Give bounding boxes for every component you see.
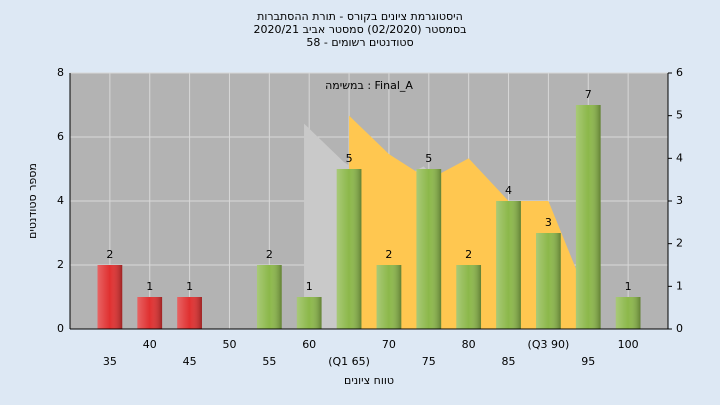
bar-shade <box>256 265 282 329</box>
y2-tick-label: 6 <box>676 66 683 79</box>
bar-shade <box>137 297 163 329</box>
value-label: 4 <box>505 184 512 197</box>
value-label: 3 <box>545 216 552 229</box>
value-label: 2 <box>465 248 472 261</box>
chart-title: היסטוגרמת ציונים בקורס - תורת ההסתברות <box>257 10 463 23</box>
y-tick-label: 0 <box>57 322 64 335</box>
y2-tick-label: 4 <box>676 151 683 164</box>
x-tick-label: (Q3 90) <box>528 338 570 351</box>
x-tick-label: 40 <box>143 338 157 351</box>
value-label: 2 <box>266 248 273 261</box>
y-tick-label: 4 <box>57 194 64 207</box>
x-tick-label: 95 <box>581 355 595 368</box>
value-label: 1 <box>186 280 193 293</box>
bar-shade <box>496 201 521 329</box>
chart-subtitle: בסמסטר (02/2020) סמסטר אביב 2020/21 <box>253 23 466 36</box>
x-tick-label: 35 <box>103 355 117 368</box>
x-tick-label: 85 <box>502 355 516 368</box>
annotation: במשימה : Final_A <box>325 79 413 92</box>
value-label: 5 <box>346 152 353 165</box>
bar-shade <box>177 297 202 329</box>
value-label: 1 <box>306 280 313 293</box>
y2-tick-label: 3 <box>676 194 683 207</box>
bar-shade <box>536 233 561 329</box>
bar-shade <box>296 297 322 329</box>
x-tick-label: 100 <box>618 338 639 351</box>
x-tick-label: 45 <box>183 355 197 368</box>
x-tick-label: 75 <box>422 355 436 368</box>
x-tick-label: 50 <box>222 338 236 351</box>
chart-subtitle: סטודנטים רשומים - 58 <box>306 36 413 49</box>
y-tick-label: 6 <box>57 130 64 143</box>
area <box>349 115 589 330</box>
bar-shade <box>456 265 482 329</box>
x-tick-label: 55 <box>262 355 276 368</box>
y2-tick-label: 1 <box>676 279 683 292</box>
value-label: 1 <box>625 280 632 293</box>
value-label: 7 <box>585 88 592 101</box>
x-tick-label: 60 <box>302 338 316 351</box>
y2-tick-label: 2 <box>676 237 683 250</box>
value-label: 1 <box>146 280 153 293</box>
x-tick-label: 70 <box>382 338 396 351</box>
y2-tick-label: 0 <box>676 322 683 335</box>
value-label: 2 <box>385 248 392 261</box>
x-axis-label: טווח ציונים <box>344 374 394 387</box>
value-label: 2 <box>106 248 113 261</box>
y2-tick-label: 5 <box>676 109 683 122</box>
bar-shade <box>416 169 442 329</box>
y-axis-label: מספר סטודנטים <box>26 163 39 239</box>
y-tick-label: 8 <box>57 66 64 79</box>
x-tick-label: (Q1 65) <box>328 355 370 368</box>
value-label: 5 <box>425 152 432 165</box>
y-tick-label: 2 <box>57 258 64 271</box>
bar-shade <box>376 265 402 329</box>
bar-shade <box>615 297 641 329</box>
bar-shade <box>575 105 601 329</box>
x-tick-label: 80 <box>462 338 476 351</box>
bar-shade <box>97 265 123 329</box>
bar-shade <box>336 169 362 329</box>
